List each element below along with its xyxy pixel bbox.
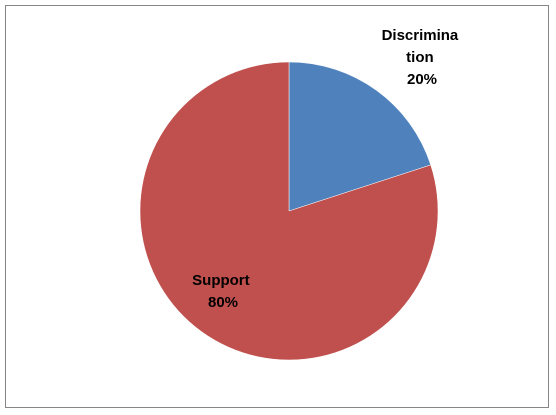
pie-slice-support (139, 61, 439, 361)
slice-label-support: Support 80% (192, 272, 254, 311)
pie-chart: Discrimina tion 20% Support 80% (139, 27, 463, 361)
chart-area: Discrimina tion 20% Support 80% (5, 5, 549, 408)
pie-slice-discrimination (288, 61, 432, 212)
slice-label-discrimination: Discrimina tion 20% (382, 27, 463, 88)
